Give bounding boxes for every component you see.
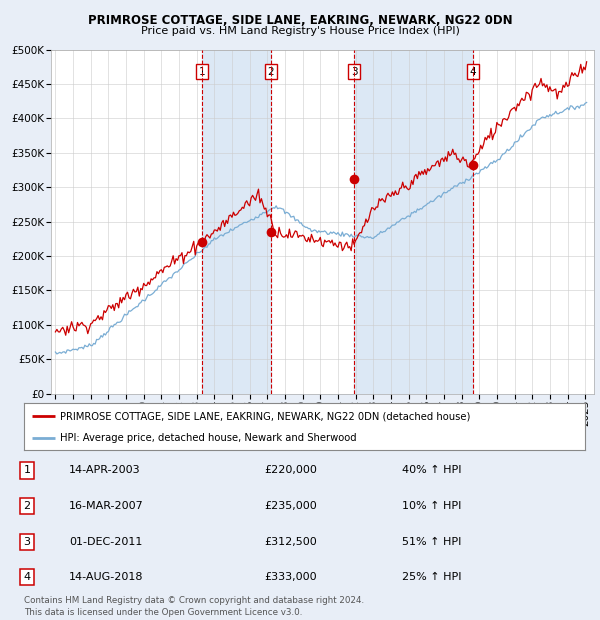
Text: 51% ↑ HPI: 51% ↑ HPI [402, 537, 461, 547]
Text: PRIMROSE COTTAGE, SIDE LANE, EAKRING, NEWARK, NG22 0DN (detached house): PRIMROSE COTTAGE, SIDE LANE, EAKRING, NE… [61, 411, 471, 421]
Text: 2: 2 [23, 501, 31, 511]
Text: HPI: Average price, detached house, Newark and Sherwood: HPI: Average price, detached house, Newa… [61, 433, 357, 443]
Text: 10% ↑ HPI: 10% ↑ HPI [402, 501, 461, 511]
Text: 3: 3 [351, 66, 358, 77]
Text: £333,000: £333,000 [264, 572, 317, 582]
Text: 14-APR-2003: 14-APR-2003 [69, 466, 140, 476]
Text: 2: 2 [268, 66, 274, 77]
Text: 4: 4 [469, 66, 476, 77]
Text: 01-DEC-2011: 01-DEC-2011 [69, 537, 142, 547]
Text: £312,500: £312,500 [264, 537, 317, 547]
Text: 14-AUG-2018: 14-AUG-2018 [69, 572, 143, 582]
Text: Price paid vs. HM Land Registry's House Price Index (HPI): Price paid vs. HM Land Registry's House … [140, 26, 460, 36]
Text: £235,000: £235,000 [264, 501, 317, 511]
Text: 1: 1 [23, 466, 31, 476]
Text: 16-MAR-2007: 16-MAR-2007 [69, 501, 144, 511]
Text: This data is licensed under the Open Government Licence v3.0.: This data is licensed under the Open Gov… [24, 608, 302, 617]
Text: Contains HM Land Registry data © Crown copyright and database right 2024.: Contains HM Land Registry data © Crown c… [24, 596, 364, 606]
Bar [354, 50, 473, 394]
Text: £220,000: £220,000 [264, 466, 317, 476]
Text: 40% ↑ HPI: 40% ↑ HPI [402, 466, 461, 476]
Bar [202, 50, 271, 394]
Text: 3: 3 [23, 537, 31, 547]
Text: 25% ↑ HPI: 25% ↑ HPI [402, 572, 461, 582]
Text: 4: 4 [23, 572, 31, 582]
Text: PRIMROSE COTTAGE, SIDE LANE, EAKRING, NEWARK, NG22 0DN: PRIMROSE COTTAGE, SIDE LANE, EAKRING, NE… [88, 14, 512, 27]
Text: 1: 1 [199, 66, 205, 77]
